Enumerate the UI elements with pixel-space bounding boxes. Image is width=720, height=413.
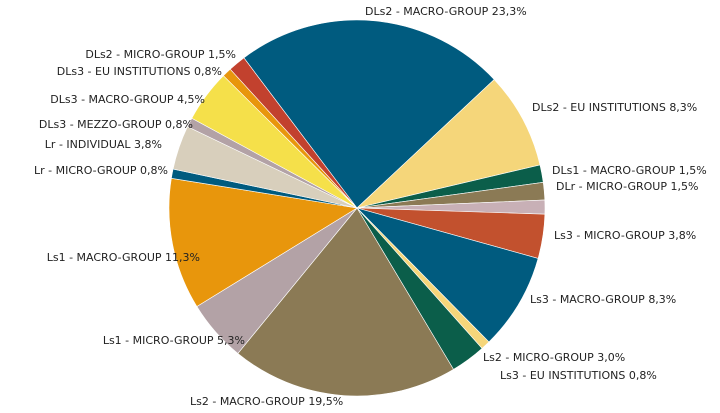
slice-label: Ls2 - MICRO-GROUP 3,0%	[483, 351, 625, 364]
slice-name: DLs3 - MEZZO-GROUP	[39, 118, 162, 131]
slice-label: Lr - INDIVIDUAL 3,8%	[45, 138, 162, 151]
slice-name: DLs2 - MACRO-GROUP	[365, 5, 489, 18]
slice-name: DLs2 - EU INSTITUTIONS	[532, 101, 666, 114]
slice-value: 3,0%	[597, 351, 625, 364]
slice-value: 0,8%	[194, 65, 222, 78]
slice-label: Ls3 - MICRO-GROUP 3,8%	[554, 229, 696, 242]
pie-slice	[229, 57, 358, 209]
slice-value: 4,5%	[177, 93, 205, 106]
slice-value: 19,5%	[308, 395, 343, 408]
slice-label: DLs2 - EU INSTITUTIONS 8,3%	[532, 101, 697, 114]
slice-label: DLs3 - MACRO-GROUP 4,5%	[50, 93, 205, 106]
slice-value: 5,3%	[217, 334, 245, 347]
slice-label: Ls1 - MACRO-GROUP 11,3%	[47, 251, 200, 264]
slice-name: Ls1 - MICRO-GROUP	[103, 334, 214, 347]
slice-value: 1,5%	[208, 48, 236, 61]
slice-name: Ls2 - MACRO-GROUP	[190, 395, 305, 408]
slice-value: 3,8%	[134, 138, 162, 151]
slice-name: Ls3 - MICRO-GROUP	[554, 229, 665, 242]
slice-name: Ls1 - MACRO-GROUP	[47, 251, 162, 264]
slice-label: Ls2 - MACRO-GROUP 19,5%	[190, 395, 343, 408]
slice-name: DLs1 - MACRO-GROUP	[552, 164, 676, 177]
slice-value: 11,3%	[165, 251, 200, 264]
slice-name: Lr - INDIVIDUAL	[45, 138, 132, 151]
slice-label: DLs2 - MACRO-GROUP 23,3%	[365, 5, 527, 18]
slice-name: Lr - MICRO-GROUP	[34, 164, 137, 177]
slice-label: Ls3 - EU INSTITUTIONS 0,8%	[500, 369, 657, 382]
slice-value: 0,8%	[629, 369, 657, 382]
slice-value: 1,5%	[671, 180, 699, 193]
slice-value: 0,8%	[140, 164, 168, 177]
slice-name: DLs3 - EU INSTITUTIONS	[57, 65, 191, 78]
slice-value: 8,3%	[669, 101, 697, 114]
slice-label: DLr - MICRO-GROUP 1,5%	[556, 180, 698, 193]
pie-slice	[237, 207, 454, 397]
slice-value: 8,3%	[648, 293, 676, 306]
slice-name: DLr - MICRO-GROUP	[556, 180, 667, 193]
slice-label: DLs2 - MICRO-GROUP 1,5%	[85, 48, 236, 61]
slice-value: 1,5%	[679, 164, 707, 177]
slice-label: DLs1 - MACRO-GROUP 1,5%	[552, 164, 707, 177]
pie-slice	[168, 177, 358, 307]
slice-label: DLs3 - MEZZO-GROUP 0,8%	[39, 118, 193, 131]
slice-name: Ls3 - EU INSTITUTIONS	[500, 369, 625, 382]
slice-name: Ls2 - MICRO-GROUP	[483, 351, 594, 364]
slice-name: DLs3 - MACRO-GROUP	[50, 93, 174, 106]
slice-name: Ls3 - MACRO-GROUP	[530, 293, 645, 306]
slice-label: DLs3 - EU INSTITUTIONS 0,8%	[57, 65, 222, 78]
slice-label: Ls1 - MICRO-GROUP 5,3%	[103, 334, 245, 347]
pie-slice	[355, 207, 539, 343]
slice-name: DLs2 - MICRO-GROUP	[85, 48, 205, 61]
slice-label: Lr - MICRO-GROUP 0,8%	[34, 164, 168, 177]
slice-value: 3,8%	[668, 229, 696, 242]
pie-slice	[355, 79, 541, 209]
slice-value: 23,3%	[492, 5, 527, 18]
slice-label: Ls3 - MACRO-GROUP 8,3%	[530, 293, 676, 306]
pie-slice	[243, 19, 495, 209]
slice-value: 0,8%	[165, 118, 193, 131]
